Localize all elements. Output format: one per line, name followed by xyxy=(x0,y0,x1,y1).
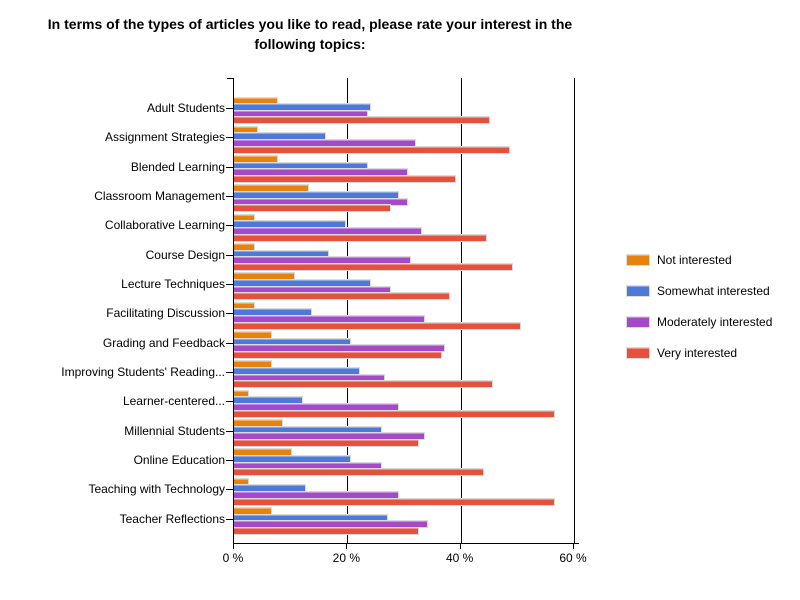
legend-swatch xyxy=(626,254,650,266)
category-tick xyxy=(226,166,233,168)
x-axis-tick xyxy=(573,543,574,549)
chart-title: In terms of the types of articles you li… xyxy=(47,16,573,53)
gridline-40 xyxy=(460,78,462,543)
y-axis-top-tick xyxy=(227,78,234,79)
legend-swatch xyxy=(626,285,650,297)
category-label: Blended Learning xyxy=(130,159,225,174)
gridline-20 xyxy=(347,78,349,543)
category-tick xyxy=(226,108,233,110)
category-label: Improving Students' Reading... xyxy=(61,365,225,380)
category-label: Teaching with Technology xyxy=(88,482,225,497)
legend: Not interested Somewhat interested Moderat… xyxy=(626,253,772,377)
bar-very-interested xyxy=(234,292,451,301)
category-label: Grading and Feedback xyxy=(102,335,225,350)
category-tick xyxy=(226,342,233,344)
bar-very-interested xyxy=(234,116,490,125)
legend-label: Not interested xyxy=(657,253,732,267)
category-label: Course Design xyxy=(145,247,225,262)
gridline-60 xyxy=(574,78,575,543)
x-tick-label: 20 % xyxy=(332,551,361,565)
category-tick xyxy=(226,401,233,403)
bar-very-interested xyxy=(234,409,556,418)
bar-very-interested xyxy=(234,497,556,506)
category-tick xyxy=(226,137,233,139)
bar-very-interested xyxy=(234,204,391,213)
legend-swatch xyxy=(626,347,650,359)
category-tick xyxy=(226,284,233,286)
x-tick-label: 40 % xyxy=(445,551,474,565)
category-label: Facilitating Discussion xyxy=(106,306,225,321)
x-axis-tick xyxy=(233,543,234,549)
category-tick xyxy=(226,489,233,491)
bar-very-interested xyxy=(234,262,513,271)
plot-area xyxy=(227,78,575,543)
category-label: Teacher Reflections xyxy=(119,511,225,526)
category-label: Assignment Strategies xyxy=(104,130,225,145)
category-tick xyxy=(226,518,233,520)
legend-swatch xyxy=(626,316,650,328)
category-label: Adult Students xyxy=(146,101,225,116)
bar-very-interested xyxy=(234,174,456,183)
bar-very-interested xyxy=(234,468,485,477)
bar-very-interested xyxy=(234,321,522,330)
category-label: Online Education xyxy=(133,453,225,468)
x-axis-tick xyxy=(346,543,348,549)
category-tick xyxy=(226,372,233,374)
x-tick-label: 0 % xyxy=(222,551,244,565)
legend-label: Moderately interested xyxy=(657,315,773,329)
bar-very-interested xyxy=(234,233,488,242)
category-label: Millennial Students xyxy=(124,423,225,438)
x-axis-line xyxy=(233,543,579,544)
legend-label: Somewhat interested xyxy=(657,284,770,298)
category-tick xyxy=(226,430,233,432)
bar-very-interested xyxy=(234,438,420,447)
category-label: Learner-centered... xyxy=(122,394,225,409)
category-tick xyxy=(226,225,233,227)
x-axis-tick xyxy=(459,543,461,549)
category-label: Lecture Techniques xyxy=(121,277,225,292)
category-label: Collaborative Learning xyxy=(104,218,225,233)
bar-very-interested xyxy=(234,145,510,154)
bar-very-interested xyxy=(234,526,420,535)
legend-item: Not interested xyxy=(626,253,772,267)
legend-label: Very interested xyxy=(657,346,738,360)
category-tick xyxy=(226,460,233,462)
legend-item: Moderately interested xyxy=(626,315,772,329)
bar-very-interested xyxy=(234,350,442,359)
legend-item: Very interested xyxy=(626,346,772,360)
bar-very-interested xyxy=(234,380,493,389)
legend-item: Somewhat interested xyxy=(626,284,772,298)
category-tick xyxy=(226,254,233,256)
x-tick-label: 60 % xyxy=(559,551,587,565)
category-tick xyxy=(226,196,233,198)
category-label: Classroom Management xyxy=(94,189,225,204)
category-tick xyxy=(226,313,233,315)
